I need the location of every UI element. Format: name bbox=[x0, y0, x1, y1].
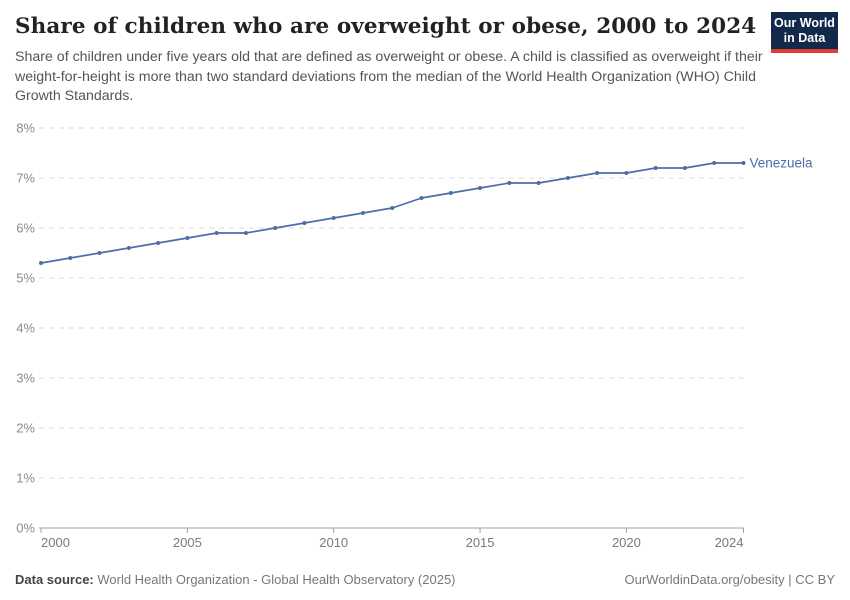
data-point-2010[interactable] bbox=[331, 216, 336, 220]
y-axis-label-2%: 2% bbox=[16, 421, 35, 436]
data-point-2009[interactable] bbox=[302, 221, 307, 225]
chart-footer: Data source: World Health Organization -… bbox=[15, 572, 835, 587]
data-point-2019[interactable] bbox=[595, 171, 600, 175]
x-axis-label-2010: 2010 bbox=[319, 535, 348, 550]
x-axis-label-2020: 2020 bbox=[612, 535, 641, 550]
chart-header: Share of children who are overweight or … bbox=[15, 14, 835, 107]
y-axis-label-3%: 3% bbox=[16, 371, 35, 386]
series-label-venezuela[interactable]: Venezuela bbox=[750, 156, 814, 171]
data-point-2016[interactable] bbox=[507, 181, 512, 185]
data-point-2012[interactable] bbox=[390, 206, 395, 210]
data-point-2013[interactable] bbox=[419, 196, 424, 200]
data-point-2003[interactable] bbox=[126, 246, 131, 250]
data-point-2005[interactable] bbox=[185, 236, 190, 240]
data-point-2023[interactable] bbox=[712, 161, 717, 165]
owid-logo[interactable]: Our World in Data bbox=[771, 12, 838, 53]
data-point-2017[interactable] bbox=[536, 181, 541, 185]
data-point-2008[interactable] bbox=[273, 226, 278, 230]
data-point-2018[interactable] bbox=[565, 176, 570, 180]
data-point-2014[interactable] bbox=[448, 191, 453, 195]
data-point-2022[interactable] bbox=[682, 166, 687, 170]
data-point-2021[interactable] bbox=[653, 166, 658, 170]
data-point-2000[interactable] bbox=[39, 261, 43, 265]
data-source: Data source: World Health Organization -… bbox=[15, 572, 456, 587]
data-point-2004[interactable] bbox=[156, 241, 161, 245]
y-axis-label-6%: 6% bbox=[16, 221, 35, 236]
data-point-2024[interactable] bbox=[741, 161, 746, 165]
owid-logo-line2: in Data bbox=[783, 31, 826, 45]
x-axis-label-2015: 2015 bbox=[466, 535, 495, 550]
x-axis-label-2005: 2005 bbox=[173, 535, 202, 550]
x-axis-label-2024: 2024 bbox=[715, 535, 744, 550]
y-axis-label-5%: 5% bbox=[16, 271, 35, 286]
y-axis-label-1%: 1% bbox=[16, 471, 35, 486]
data-source-label: Data source: bbox=[15, 572, 94, 587]
page-title: Share of children who are overweight or … bbox=[15, 14, 757, 39]
y-axis-label-8%: 8% bbox=[16, 121, 35, 136]
owid-logo-redbar bbox=[771, 49, 838, 53]
data-point-2006[interactable] bbox=[214, 231, 219, 235]
chart-subtitle: Share of children under five years old t… bbox=[15, 49, 763, 105]
data-point-2002[interactable] bbox=[97, 251, 102, 255]
data-source-text: World Health Organization - Global Healt… bbox=[93, 572, 456, 587]
y-axis-label-7%: 7% bbox=[16, 171, 35, 186]
data-point-2015[interactable] bbox=[478, 186, 483, 190]
y-axis-label-4%: 4% bbox=[16, 321, 35, 336]
data-point-2011[interactable] bbox=[360, 211, 365, 215]
x-axis-label-2000: 2000 bbox=[41, 535, 70, 550]
y-axis-label-0%: 0% bbox=[16, 521, 35, 536]
data-point-2020[interactable] bbox=[624, 171, 629, 175]
owid-logo-text: Our World in Data bbox=[771, 12, 838, 49]
owid-logo-line1: Our World bbox=[774, 16, 835, 30]
data-point-2007[interactable] bbox=[243, 231, 248, 235]
credit-link[interactable]: OurWorldinData.org/obesity | CC BY bbox=[624, 572, 836, 587]
data-point-2001[interactable] bbox=[68, 256, 73, 260]
